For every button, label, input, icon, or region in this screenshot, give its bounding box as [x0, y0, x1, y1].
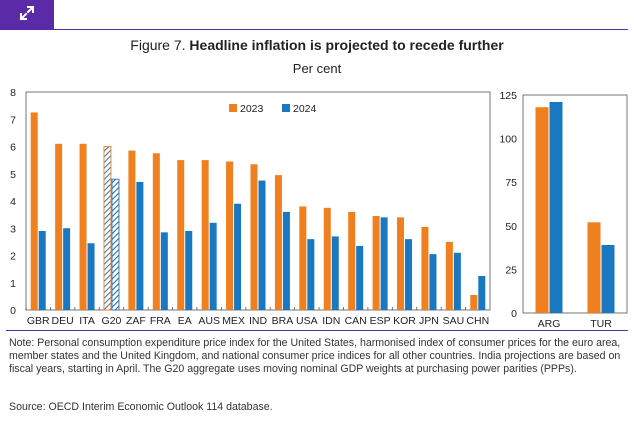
plot-frame	[522, 94, 628, 314]
expand-icon	[19, 5, 35, 26]
x-tick-label: G20	[102, 315, 122, 327]
x-tick-label: EA	[178, 315, 192, 327]
bar-2023-esp	[372, 215, 380, 310]
bar-2023-bra	[274, 175, 282, 310]
bar-2024-ind	[258, 180, 266, 310]
y-tick-label: 125	[499, 90, 517, 102]
chart-title: Figure 7. Headline inflation is projecte…	[0, 37, 634, 53]
x-tick-label: JPN	[419, 315, 439, 327]
bar-2024-jpn	[429, 254, 437, 310]
y-tick-label: 75	[505, 177, 517, 189]
main-panel: 0 1 2 3 4 5 6 7 8 GBR DEU ITA G20 ZAF FRA EA AUS MEX IND BR…	[10, 87, 491, 327]
bar-2023-ita	[79, 143, 87, 310]
bar-2023-jpn	[421, 226, 429, 310]
x-tick-label: TUR	[590, 318, 612, 330]
chart-source: Source: OECD Interim Economic Outlook 11…	[9, 401, 273, 413]
bar-2023-tur	[587, 222, 601, 313]
x-tick-label: IND	[249, 315, 268, 327]
bar-hatch-fill	[103, 146, 111, 310]
x-tick-label: ESP	[370, 315, 391, 327]
figure-label: Figure 7.	[130, 37, 186, 53]
bar-2023-idn	[323, 207, 331, 310]
bar-2024-kor	[405, 239, 413, 310]
legend: 2023 2024	[229, 103, 317, 115]
y-tick-label: 4	[10, 196, 16, 208]
bar-2024-g20	[111, 178, 120, 311]
bar-2023-arg	[535, 107, 549, 313]
legend-label-2023: 2023	[240, 103, 264, 115]
expand-button[interactable]	[0, 0, 54, 30]
bar-2024-ita	[87, 243, 95, 310]
bar-2023-gbr	[30, 112, 38, 310]
bar-2024-mex	[234, 203, 242, 310]
bar-2024-sau	[453, 252, 461, 310]
bar-2024-gbr	[38, 230, 46, 310]
x-tick-label: AUS	[198, 315, 220, 327]
bar-2024-tur	[601, 244, 615, 313]
x-tick-label: USA	[296, 315, 318, 327]
x-tick-label: BRA	[272, 315, 294, 327]
x-tick-label: MEX	[222, 315, 245, 327]
y-tick-label: 7	[10, 114, 16, 126]
top-divider	[54, 29, 628, 30]
bar-2023-usa	[299, 206, 307, 310]
x-tick-label: SAU	[443, 315, 465, 327]
bar-2023-aus	[201, 160, 209, 310]
x-tick-label: ITA	[79, 315, 95, 327]
bar-2023-g20	[103, 146, 112, 311]
y-tick-label: 0	[511, 308, 517, 320]
bar-2024-arg	[549, 101, 563, 313]
bar-2024-chn	[478, 275, 486, 310]
bar-2024-usa	[307, 239, 315, 310]
bar-2023-deu	[55, 143, 63, 310]
bar-2023-chn	[470, 295, 478, 310]
bar-2023-kor	[397, 217, 405, 310]
x-tick-label: ZAF	[126, 315, 146, 327]
y-tick-label: 2	[10, 251, 16, 263]
chart-subtitle: Per cent	[292, 61, 342, 76]
bar-2023-sau	[445, 241, 453, 310]
bar-2023-ind	[250, 164, 258, 310]
bar-2023-fra	[152, 153, 160, 310]
x-tick-label: KOR	[393, 315, 416, 327]
chart-note: Note: Personal consumption expenditure p…	[9, 337, 621, 376]
right-panel: 0 25 50 75 100 125 ARG TUR	[499, 90, 628, 330]
bar-2024-idn	[331, 236, 339, 310]
y-tick-label: 6	[10, 142, 16, 154]
x-tick-label: GBR	[27, 315, 50, 327]
x-tick-label: FRA	[150, 315, 171, 327]
y-tick-label: 25	[505, 264, 517, 276]
title-text: Headline inflation is projected to reced…	[189, 37, 504, 53]
chart-area: 0 1 2 3 4 5 6 7 8 GBR DEU ITA G20 ZAF FRA EA AUS MEX IND BR…	[10, 87, 628, 330]
legend-label-2024: 2024	[293, 103, 317, 115]
y-tick-label: 0	[10, 305, 16, 317]
bar-2023-zaf	[128, 150, 136, 310]
bar-2024-bra	[282, 211, 290, 310]
x-tick-label: ARG	[538, 318, 561, 330]
x-tick-label: CAN	[345, 315, 367, 327]
x-tick-label: CHN	[466, 315, 489, 327]
bottom-divider	[6, 330, 628, 331]
bar-2023-can	[348, 211, 356, 310]
bar-2024-ea	[185, 230, 193, 310]
x-tick-label: IDN	[322, 315, 340, 327]
bar-2024-can	[356, 245, 364, 310]
y-tick-label: 100	[499, 134, 517, 146]
bar-2024-fra	[160, 232, 168, 310]
y-tick-label: 1	[10, 278, 16, 290]
bar-2024-aus	[209, 222, 217, 310]
bar-2024-zaf	[136, 181, 144, 310]
plot-frame	[25, 91, 491, 311]
legend-swatch-2023	[229, 104, 237, 112]
y-tick-label: 8	[10, 87, 16, 99]
y-tick-label: 3	[10, 223, 16, 235]
legend-swatch-2024	[282, 104, 290, 112]
bar-2024-esp	[380, 217, 388, 310]
bar-2024-deu	[63, 228, 71, 310]
bar-2023-mex	[226, 161, 234, 310]
bar-2023-ea	[177, 160, 185, 310]
y-tick-label: 5	[10, 169, 16, 181]
y-tick-label: 50	[505, 221, 517, 233]
x-tick-label: DEU	[52, 315, 74, 327]
